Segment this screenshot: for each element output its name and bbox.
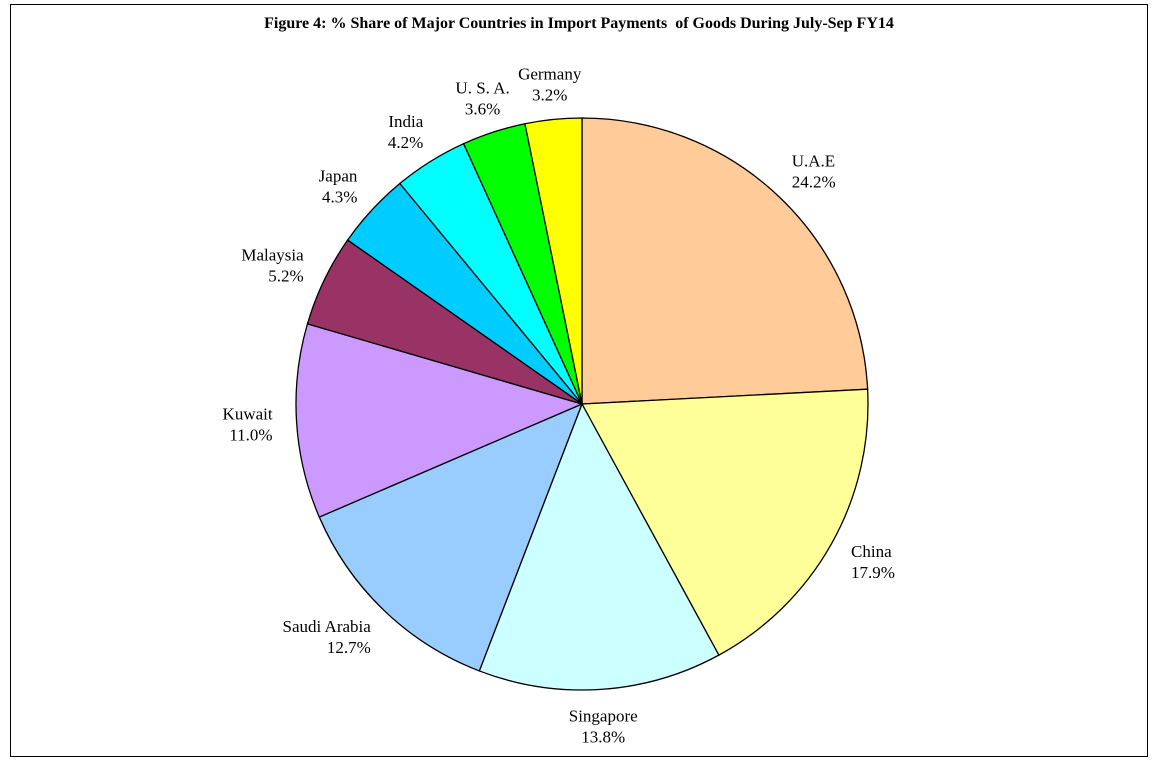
slice-label-singapore: Singapore: [569, 706, 638, 725]
slice-label-japan: Japan: [319, 167, 358, 186]
pie-slice-china: [580, 388, 869, 657]
slice-value-label-japan: 4.3%: [322, 188, 357, 207]
slice-value-label-india: 4.2%: [388, 133, 423, 152]
pie-slice-u-a-e: [581, 117, 869, 405]
pie-slice-kuwait: [295, 323, 584, 518]
pie-slice-singapore: [478, 402, 720, 691]
slice-label-germany: Germany: [518, 65, 582, 84]
slice-label-kuwait: Kuwait: [223, 405, 273, 424]
slice-value-label-germany: 3.2%: [532, 86, 567, 105]
slice-label-u-a-e: U.A.E: [792, 151, 835, 170]
slice-value-label-china: 17.9%: [851, 563, 895, 582]
slice-value-label-malaysia: 5.2%: [268, 267, 303, 286]
slice-value-label-kuwait: 11.0%: [229, 426, 272, 445]
slice-label-china: China: [851, 542, 892, 561]
slice-value-label-singapore: 13.8%: [581, 727, 625, 746]
slice-value-label-u-s-a: 3.6%: [465, 100, 500, 119]
slice-label-u-s-a: U. S. A.: [455, 79, 509, 98]
chart-title: Figure 4: % Share of Major Countries in …: [264, 15, 894, 32]
pie-slice-germany: [524, 117, 583, 405]
slice-label-saudi-arabia: Saudi Arabia: [283, 617, 372, 636]
pie-slices: [295, 117, 869, 691]
slice-label-malaysia: Malaysia: [241, 246, 304, 265]
slice-label-india: India: [388, 112, 423, 131]
pie-labels: U.A.E 24.2% China 17.9% Singapore 13.8% Saudi …: [223, 65, 895, 747]
slice-value-label-saudi-arabia: 12.7%: [327, 638, 371, 657]
pie-slice-saudi-arabia: [318, 402, 584, 672]
slice-value-label-u-a-e: 24.2%: [792, 172, 836, 191]
